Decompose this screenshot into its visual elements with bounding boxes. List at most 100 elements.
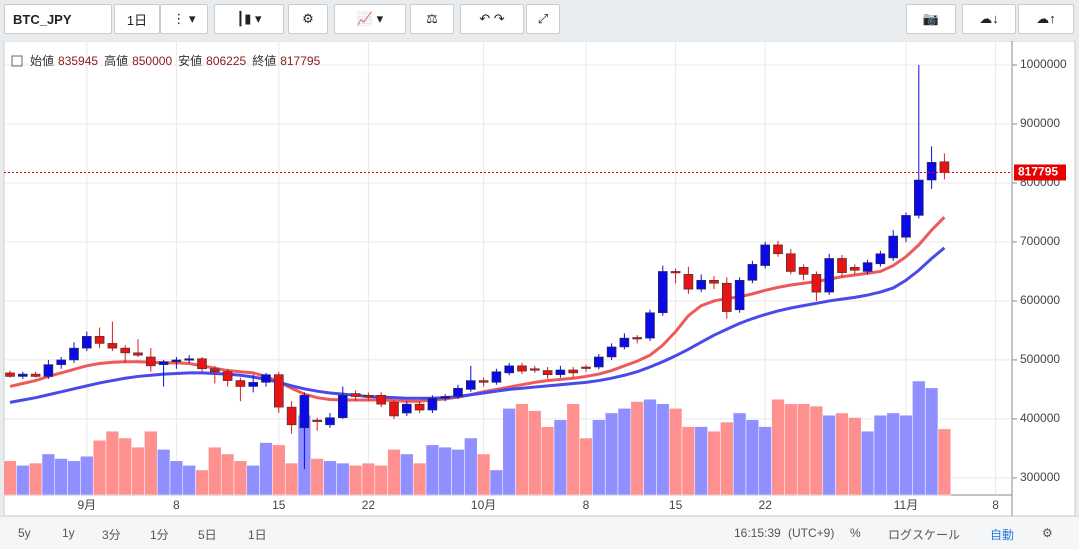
percent-toggle[interactable]: % [850,526,861,540]
candle-body [69,347,79,361]
interval-menu[interactable]: ⋮ ▾ [160,4,208,34]
volume-bar [425,444,440,496]
volume-bar [937,428,952,496]
x-tick-label: 15 [272,498,286,512]
ohlc-value: 806225 [206,54,246,68]
last-price-box [1014,164,1066,181]
volume-bar [528,410,542,496]
candle-body [440,396,451,399]
candle-body [747,264,758,281]
volume-bar [131,446,145,496]
snapshot-button[interactable]: 📷 [906,4,956,34]
volume-bar [592,419,606,496]
candle-body [82,336,92,349]
ohlc-value: 850000 [132,54,172,68]
candle-body [273,374,284,408]
volume-bar [144,430,158,496]
candle-body [760,244,771,266]
candle-body [811,274,822,293]
range-button[interactable]: 5y [18,526,31,540]
candle-body [785,253,796,272]
volume-bar [668,408,683,496]
volume-bar [681,426,696,496]
volume-bar [617,408,632,496]
compare-button[interactable]: ⚖ [410,4,454,34]
candle-body [414,403,425,411]
ohlc-label: 高値 [104,53,128,68]
volume-bar [873,414,888,496]
candle-body [504,365,515,374]
candle-body [17,373,28,377]
auto-toggle[interactable]: 自動 [990,528,1015,542]
volume-bar [412,462,427,496]
candle-body [210,368,220,373]
volume-bar [54,458,68,496]
y-tick-label: 1000000 [1020,57,1067,71]
candle-body [171,359,182,362]
volume-bar [310,458,324,496]
candle-body [30,373,41,377]
timezone[interactable]: (UTC+9) [788,526,835,540]
volume-bar [707,430,721,496]
candle-body [683,274,694,290]
symbol-box[interactable]: BTC_JPY [4,4,112,34]
candle-body [581,366,591,369]
interval-button[interactable]: 1日 [114,4,160,34]
save-button[interactable]: ☁↑ [1018,4,1074,34]
load-button[interactable]: ☁↓ [962,4,1016,34]
volume-bar [476,453,491,496]
volume-bar [771,398,785,496]
candle-body [197,358,207,370]
clock: 16:15:39 [734,526,781,540]
volume-bar [796,403,811,496]
candle-body [773,244,783,255]
moving-average-line [9,246,946,404]
y-tick-label: 900000 [1020,116,1060,130]
candle-body [709,279,719,284]
fullscreen-button[interactable]: ⤢ [526,4,560,34]
volume-bar [208,446,222,496]
settings-button[interactable]: ⚙ [288,4,328,34]
volume-bar [28,462,43,496]
chart-type-button[interactable]: ┃▮ ▾ [214,4,284,34]
range-button[interactable]: 1分 [150,528,169,542]
range-button[interactable]: 1y [62,526,75,540]
candle-body [696,279,707,290]
volume-bar [272,444,286,496]
volume-bar [784,403,798,496]
candle-body [56,359,67,365]
volume-bar [105,430,120,496]
volume-bar [886,412,900,496]
candle-body [325,417,335,426]
x-tick-label: 22 [362,498,376,512]
range-button[interactable]: 1日 [248,528,267,542]
undo-redo[interactable]: ↶ ↷ [460,4,524,34]
candle-body [517,365,527,372]
candle-body [107,343,118,349]
candle-body [94,336,105,344]
volume-bar [246,465,260,496]
range-button[interactable]: 5日 [198,528,217,542]
volume-bar [579,437,593,496]
range-button[interactable]: 3分 [102,528,121,542]
candle-body [350,393,361,397]
candle-body [862,262,873,272]
indicator-button[interactable]: 📈 ▾ [334,4,406,34]
volume-bar [259,442,273,496]
volume-bar [438,446,452,496]
volume-bar [400,453,414,496]
x-tick-label: 8 [992,498,999,512]
candle-body [824,258,835,293]
volume-bar [643,398,657,496]
candle-body [299,395,310,429]
log-toggle[interactable]: ログスケール [888,528,961,542]
volume-bar [540,426,555,496]
candle-body [43,364,54,377]
ohlc-value: 835945 [58,54,98,68]
settings-icon[interactable]: ⚙ [1042,526,1053,540]
candle-body [657,271,668,314]
candle-body [261,374,271,383]
volume-bar [912,380,926,496]
volume-bar [336,462,350,496]
